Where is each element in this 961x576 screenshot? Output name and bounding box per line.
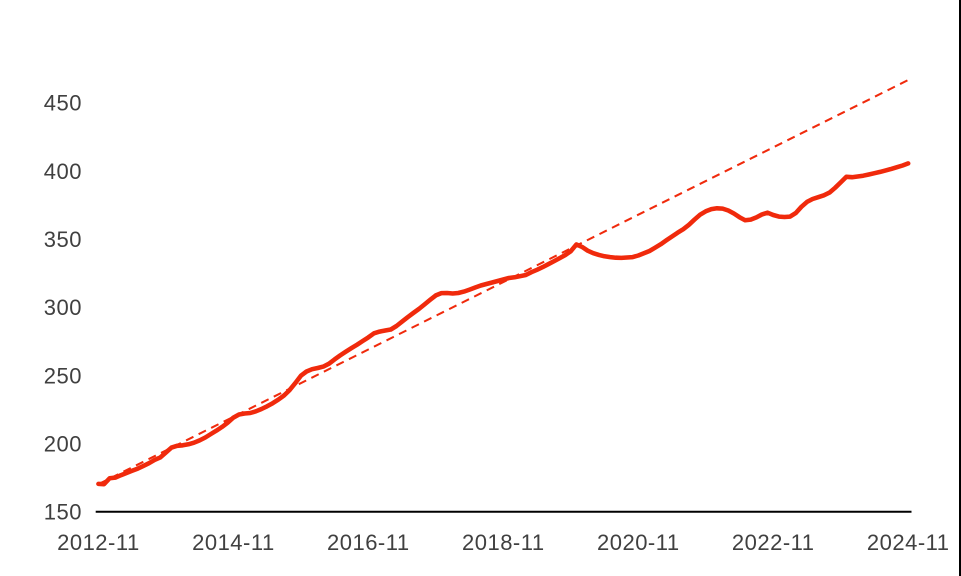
svg-text:2016-11: 2016-11: [327, 530, 410, 555]
svg-text:350: 350: [44, 227, 82, 252]
svg-text:250: 250: [44, 363, 82, 388]
svg-text:2014-11: 2014-11: [192, 530, 275, 555]
svg-text:2012-11: 2012-11: [57, 530, 140, 555]
svg-text:2020-11: 2020-11: [597, 530, 680, 555]
svg-text:2024-11: 2024-11: [867, 530, 950, 555]
svg-text:300: 300: [44, 295, 82, 320]
svg-text:450: 450: [44, 91, 82, 116]
svg-text:400: 400: [44, 159, 82, 184]
svg-text:2018-11: 2018-11: [462, 530, 545, 555]
svg-text:150: 150: [44, 500, 82, 525]
svg-text:200: 200: [44, 432, 82, 457]
svg-text:2022-11: 2022-11: [732, 530, 815, 555]
